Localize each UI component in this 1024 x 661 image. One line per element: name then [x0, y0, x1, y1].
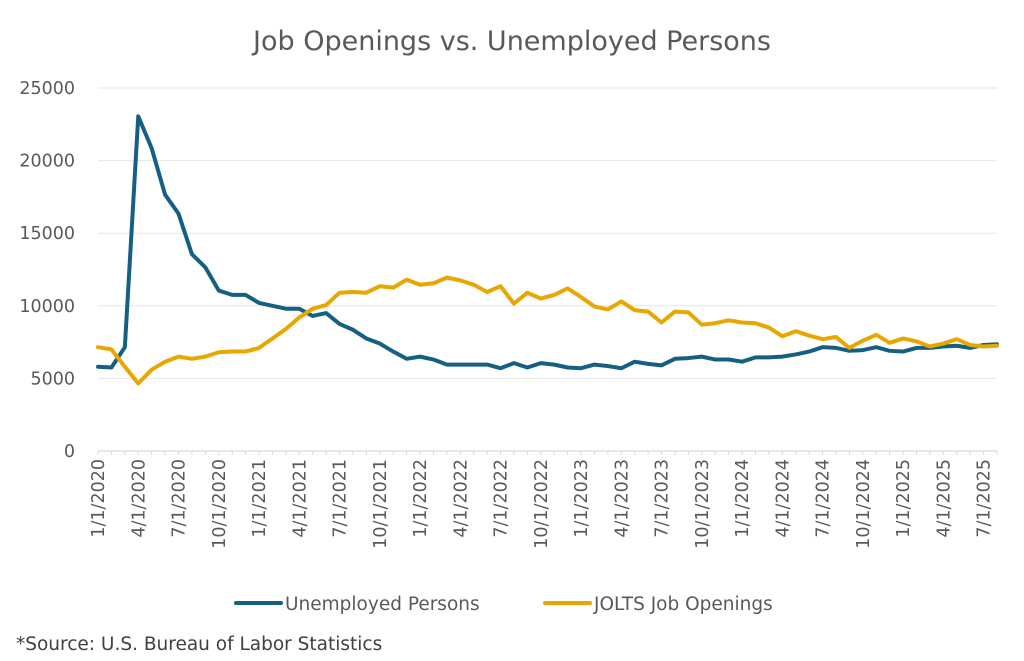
x-tick-label: 7/1/2022 — [492, 459, 512, 538]
x-tick-label: 4/1/2024 — [773, 459, 793, 538]
y-tick-label: 5000 — [30, 369, 75, 389]
source-note: *Source: U.S. Bureau of Labor Statistics — [16, 634, 383, 655]
x-tick-label: 10/1/2024 — [854, 459, 874, 549]
x-tick-label: 1/1/2025 — [894, 459, 914, 538]
x-tick-label: 10/1/2022 — [532, 459, 552, 549]
x-tick-label: 1/1/2021 — [250, 459, 270, 538]
y-tick-label: 10000 — [19, 297, 75, 317]
x-tick-label: 7/1/2020 — [170, 459, 190, 538]
x-tick-label: 7/1/2025 — [975, 459, 995, 538]
x-tick-label: 1/1/2020 — [89, 459, 109, 538]
x-tick-label: 10/1/2023 — [693, 459, 713, 549]
x-tick-label: 7/1/2023 — [653, 459, 673, 538]
gridlines — [98, 87, 997, 379]
x-tick-label: 10/1/2020 — [210, 459, 230, 549]
x-tick-label: 4/1/2025 — [934, 459, 954, 538]
legend-label: Unemployed Persons — [285, 594, 480, 615]
x-axis-tick-labels: 1/1/2020 4/1/2020 7/1/2020 10/1/2020 1/1/202… — [89, 459, 995, 549]
x-tick-label: 4/1/2023 — [612, 459, 632, 538]
chart-title: Job Openings vs. Unemployed Persons — [251, 26, 771, 57]
x-tick-label: 4/1/2022 — [451, 459, 471, 538]
y-tick-label: 15000 — [19, 224, 75, 244]
legend-label: JOLTS Job Openings — [593, 594, 773, 615]
y-tick-label: 20000 — [19, 152, 75, 172]
x-tick-label: 4/1/2021 — [290, 459, 310, 538]
x-tick-label: 7/1/2021 — [331, 459, 351, 538]
x-tick-label: 1/1/2023 — [572, 459, 592, 538]
x-tick-label: 10/1/2021 — [371, 459, 391, 549]
x-tick-label: 1/1/2024 — [733, 459, 753, 538]
y-tick-label: 0 — [64, 442, 75, 462]
series-line-jolts-job-openings — [96, 275, 999, 386]
series-lines — [96, 114, 999, 386]
series-line-unemployed-persons — [96, 114, 999, 371]
x-axis-tick-marks — [97, 451, 998, 455]
y-axis-tick-labels: 0 5000 10000 15000 20000 25000 — [19, 79, 75, 462]
y-tick-label: 25000 — [19, 79, 75, 99]
x-tick-label: 7/1/2024 — [814, 459, 834, 538]
legend: Unemployed Persons JOLTS Job Openings — [234, 594, 773, 615]
x-tick-label: 4/1/2020 — [129, 459, 149, 538]
x-tick-label: 1/1/2022 — [411, 459, 431, 538]
